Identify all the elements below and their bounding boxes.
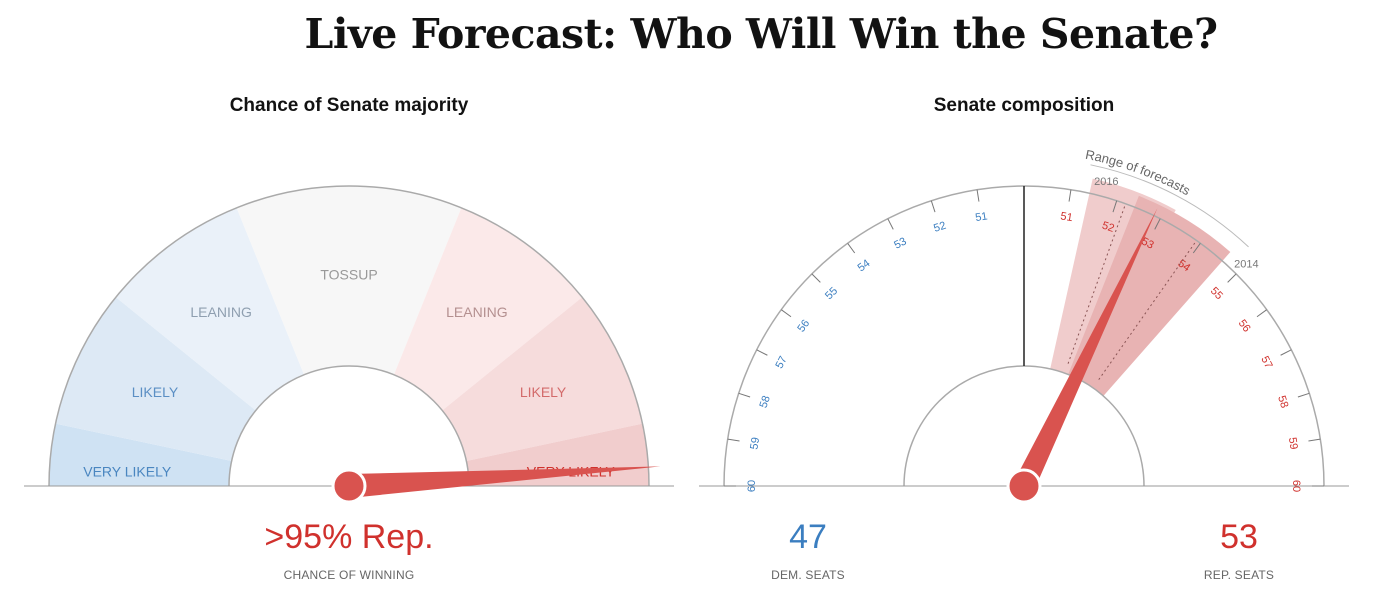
seat-label-dem-52: 52 [932, 220, 947, 235]
zone-0 [49, 423, 232, 486]
seat-tick-rep-55 [1227, 273, 1237, 283]
majority-needle [348, 466, 661, 498]
seat-tick-dem-58 [738, 392, 751, 398]
zone-5 [442, 297, 643, 462]
zone-2 [115, 207, 305, 411]
range-arc [1090, 164, 1249, 248]
majority-chance-caption: CHANCE OF WINNING [283, 568, 415, 582]
seat-tick-rep-52 [1112, 200, 1118, 213]
past-label-2016: 2016 [1094, 176, 1118, 188]
seat-label-dem-57: 57 [773, 354, 789, 370]
zone-label-3: TOSSUP [320, 267, 377, 283]
seat-tick-rep-56 [1256, 309, 1267, 318]
past-line-2016 [1067, 203, 1127, 364]
seat-label-dem-56: 56 [795, 318, 812, 335]
zone-label-0: VERY LIKELY [83, 464, 172, 480]
seat-label-dem-55: 55 [823, 285, 840, 302]
majority-panel-title: Chance of Senate majority [229, 95, 469, 116]
seat-tick-rep-53 [1154, 218, 1161, 230]
zone-4 [393, 207, 583, 411]
seat-label-dem-60: 60 [746, 480, 758, 492]
zone-label-5: LIKELY [520, 384, 567, 400]
seat-label-rep-59: 59 [1286, 436, 1300, 450]
seat-tick-dem-53 [887, 218, 894, 230]
seat-label-rep-60: 60 [1290, 480, 1302, 492]
range-band-inner [1068, 195, 1231, 396]
majority-needle-hub [331, 468, 367, 504]
seat-tick-dem-54 [847, 243, 856, 254]
rep-seats-caption: REP. SEATS [1203, 568, 1275, 582]
seat-label-rep-57: 57 [1258, 354, 1274, 370]
seat-tick-rep-51 [1068, 189, 1072, 202]
past-label-2014: 2014 [1234, 259, 1258, 271]
rep-seats-value: 53 [1220, 518, 1258, 556]
seat-label-dem-53: 53 [892, 235, 908, 251]
seat-label-dem-58: 58 [758, 394, 773, 409]
dem-seats-value: 47 [789, 518, 827, 556]
seat-label-rep-54: 54 [1175, 257, 1192, 274]
zone-label-1: LIKELY [132, 384, 179, 400]
zone-3 [236, 185, 462, 375]
composition-panel-title: Senate composition [933, 95, 1115, 116]
seat-tick-rep-54 [1192, 243, 1201, 254]
seat-tick-dem-59 [727, 438, 740, 442]
seat-tick-dem-55 [811, 273, 821, 283]
zone-1 [55, 297, 256, 462]
zone-label-4: LEANING [446, 304, 507, 320]
seat-label-dem-54: 54 [856, 257, 873, 274]
seat-label-rep-55: 55 [1208, 285, 1225, 302]
seat-tick-dem-51 [976, 189, 980, 202]
majority-gauge-inner [228, 365, 470, 487]
seat-label-rep-51: 51 [1060, 210, 1074, 224]
seat-label-dem-59: 59 [748, 436, 762, 450]
seat-tick-rep-59 [1308, 438, 1321, 442]
composition-needle [1014, 208, 1158, 491]
seat-label-rep-52: 52 [1100, 220, 1115, 235]
seat-tick-rep-57 [1280, 349, 1292, 356]
majority-chance-value: >95% Rep. [264, 518, 434, 556]
seat-label-dem-51: 51 [974, 210, 988, 224]
composition-needle-hub [1006, 468, 1042, 504]
dem-seats-caption: DEM. SEATS [771, 568, 845, 582]
past-line-2014 [1098, 240, 1197, 380]
majority-gauge-outline [48, 185, 650, 487]
seat-tick-dem-56 [781, 309, 792, 318]
zone-label-2: LEANING [190, 304, 251, 320]
seat-label-rep-58: 58 [1275, 394, 1290, 409]
seat-tick-dem-52 [930, 200, 936, 213]
seat-tick-dem-57 [756, 349, 768, 356]
seat-label-rep-56: 56 [1236, 318, 1253, 335]
seat-tick-rep-58 [1297, 392, 1310, 398]
page-title: Live Forecast: Who Will Win the Senate? [304, 10, 1218, 58]
